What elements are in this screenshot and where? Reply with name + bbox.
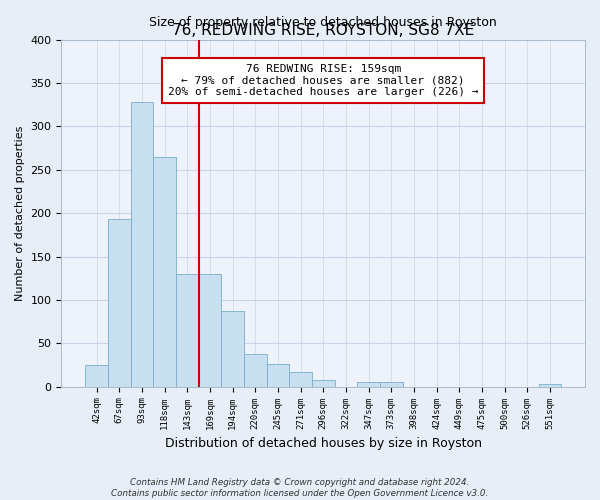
Bar — [289, 372, 312, 386]
Bar — [153, 156, 176, 386]
Bar — [221, 311, 244, 386]
X-axis label: Distribution of detached houses by size in Royston: Distribution of detached houses by size … — [165, 437, 482, 450]
Bar — [266, 364, 289, 386]
Text: 76 REDWING RISE: 159sqm
← 79% of detached houses are smaller (882)
20% of semi-d: 76 REDWING RISE: 159sqm ← 79% of detache… — [168, 64, 478, 97]
Bar — [176, 274, 199, 386]
Title: 76, REDWING RISE, ROYSTON, SG8 7XE: 76, REDWING RISE, ROYSTON, SG8 7XE — [172, 24, 475, 38]
Bar — [312, 380, 335, 386]
Bar — [244, 354, 266, 386]
Text: Size of property relative to detached houses in Royston: Size of property relative to detached ho… — [149, 16, 497, 29]
Bar — [357, 382, 380, 386]
Bar — [539, 384, 561, 386]
Bar — [131, 102, 153, 387]
Y-axis label: Number of detached properties: Number of detached properties — [15, 126, 25, 301]
Bar — [108, 219, 131, 386]
Bar — [199, 274, 221, 386]
Bar — [380, 382, 403, 386]
Text: Contains HM Land Registry data © Crown copyright and database right 2024.
Contai: Contains HM Land Registry data © Crown c… — [112, 478, 488, 498]
Bar — [85, 365, 108, 386]
